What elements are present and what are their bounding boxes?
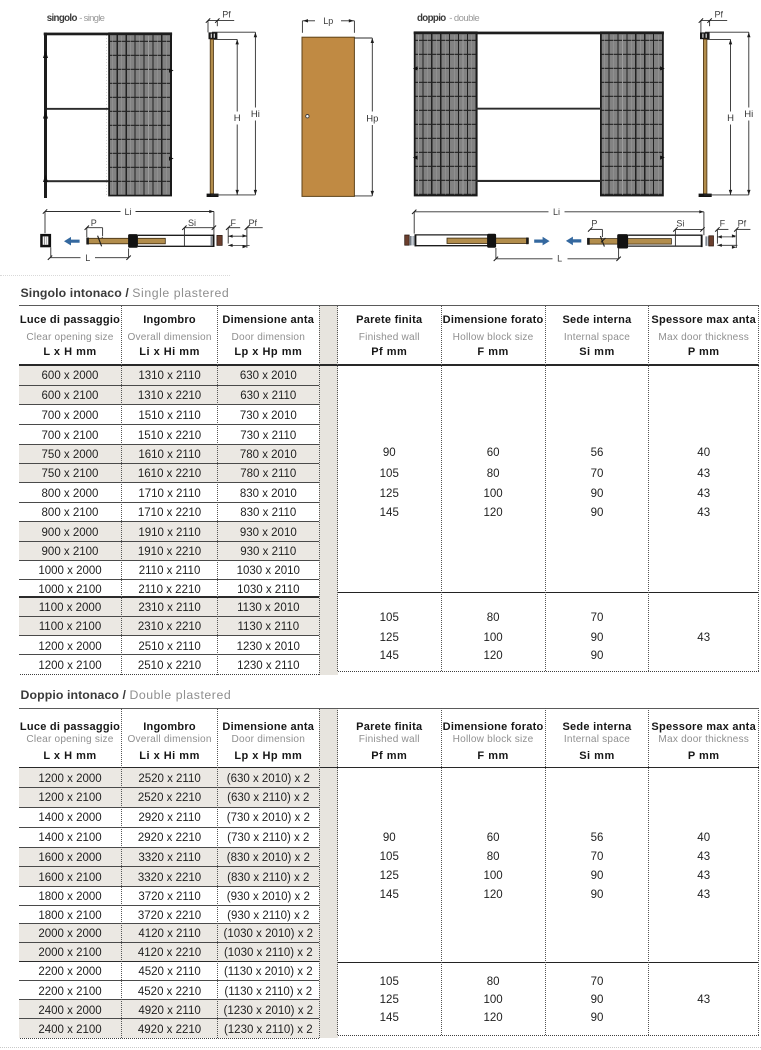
svg-text:P: P [91, 218, 97, 228]
svg-text:- single: - single [79, 13, 104, 24]
svg-text:doppio: doppio [417, 13, 446, 24]
svg-text:Pf: Pf [738, 219, 747, 229]
svg-text:singolo: singolo [47, 13, 78, 24]
svg-text:L: L [557, 253, 562, 263]
svg-text:Pf: Pf [715, 10, 724, 20]
svg-text:F: F [231, 218, 237, 228]
svg-text:F: F [720, 219, 726, 229]
svg-text:Li: Li [124, 207, 131, 217]
svg-text:Pf: Pf [249, 218, 258, 228]
svg-text:H: H [727, 113, 734, 124]
svg-text:- double: - double [449, 13, 479, 24]
svg-text:Hp: Hp [366, 114, 378, 125]
svg-text:P: P [591, 219, 597, 229]
svg-text:Pf: Pf [222, 10, 231, 20]
svg-text:H: H [234, 113, 241, 124]
svg-text:L: L [85, 253, 90, 263]
svg-text:Si: Si [676, 219, 684, 229]
svg-text:Lp: Lp [323, 16, 333, 26]
svg-text:Hi: Hi [744, 109, 753, 120]
svg-text:Si: Si [188, 218, 196, 228]
svg-text:Li: Li [553, 207, 560, 217]
svg-text:Hi: Hi [251, 109, 260, 120]
